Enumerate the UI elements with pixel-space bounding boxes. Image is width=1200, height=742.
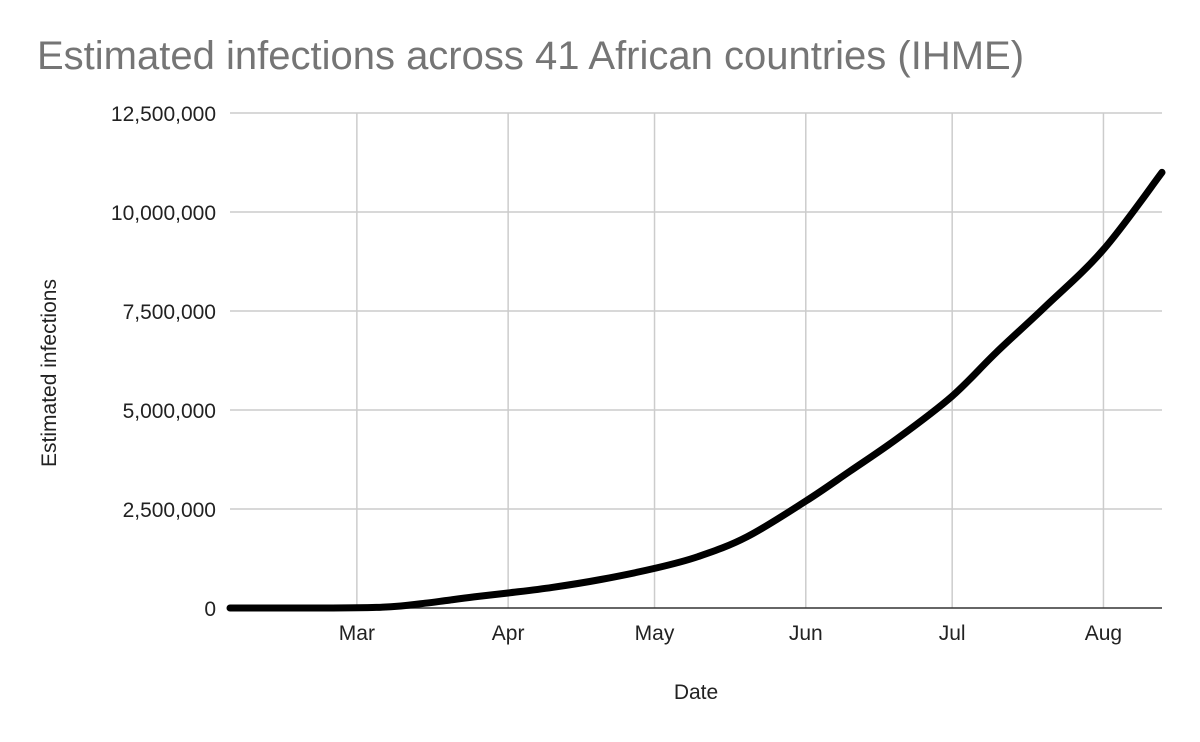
x-tick-label: Mar (339, 622, 375, 645)
grid-layer (230, 112, 1162, 609)
x-tick-label: Apr (492, 622, 525, 645)
y-tick-label: 0 (204, 598, 216, 621)
x-tick-label: Jun (789, 622, 823, 645)
y-tick-label: 10,000,000 (111, 202, 216, 225)
x-tick-label: May (635, 622, 675, 645)
y-tick-label: 7,500,000 (123, 301, 216, 324)
x-tick-label: Jul (939, 622, 966, 645)
x-axis-ticks: Mar Apr May Jun Jul Aug (339, 622, 1122, 645)
y-tick-label: 12,500,000 (111, 103, 216, 126)
y-tick-label: 2,500,000 (123, 499, 216, 522)
x-axis-title: Date (674, 681, 718, 704)
series-layer (226, 168, 1166, 612)
series-line (226, 168, 1166, 612)
x-tick-label: Aug (1085, 622, 1122, 645)
y-axis-title: Estimated infections (38, 279, 61, 467)
y-axis-ticks: 0 2,500,000 5,000,000 7,500,000 10,000,000 12… (111, 103, 216, 621)
y-tick-label: 5,000,000 (123, 400, 216, 423)
chart-title: Estimated infections across 41 African c… (37, 34, 1024, 78)
